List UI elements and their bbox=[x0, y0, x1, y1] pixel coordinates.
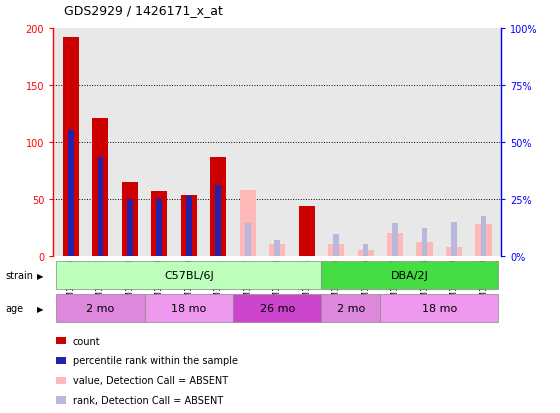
Bar bbox=[321, 262, 498, 290]
Bar bbox=[56, 295, 144, 323]
Text: percentile rank within the sample: percentile rank within the sample bbox=[73, 356, 238, 366]
Bar bbox=[216, 185, 221, 256]
Text: rank, Detection Call = ABSENT: rank, Detection Call = ABSENT bbox=[73, 395, 223, 405]
Bar bbox=[127, 199, 133, 256]
Text: value, Detection Call = ABSENT: value, Detection Call = ABSENT bbox=[73, 375, 228, 385]
Bar bbox=[97, 157, 103, 256]
Text: DBA/2J: DBA/2J bbox=[391, 271, 429, 281]
Bar bbox=[274, 240, 280, 256]
Bar bbox=[233, 295, 321, 323]
Text: 2 mo: 2 mo bbox=[86, 304, 114, 314]
Bar bbox=[68, 131, 74, 256]
Bar bbox=[210, 157, 226, 256]
Bar bbox=[363, 244, 368, 256]
Bar bbox=[387, 233, 403, 256]
Text: 18 mo: 18 mo bbox=[171, 304, 207, 314]
Bar bbox=[422, 229, 427, 256]
Bar bbox=[446, 247, 462, 256]
Bar bbox=[328, 244, 344, 256]
Bar bbox=[56, 262, 321, 290]
Text: GDS2929 / 1426171_x_at: GDS2929 / 1426171_x_at bbox=[64, 4, 223, 17]
Bar bbox=[156, 199, 162, 256]
Bar bbox=[392, 223, 398, 256]
Bar bbox=[151, 191, 167, 256]
Text: ▶: ▶ bbox=[37, 304, 44, 313]
Bar bbox=[181, 196, 197, 256]
Bar bbox=[186, 197, 192, 256]
Text: 18 mo: 18 mo bbox=[422, 304, 457, 314]
Text: 2 mo: 2 mo bbox=[337, 304, 365, 314]
Bar bbox=[63, 38, 79, 256]
Text: C57BL/6J: C57BL/6J bbox=[164, 271, 214, 281]
Bar bbox=[451, 222, 457, 256]
Bar bbox=[245, 223, 250, 256]
Bar bbox=[321, 295, 380, 323]
Text: strain: strain bbox=[6, 271, 34, 281]
Bar bbox=[298, 206, 315, 256]
Bar bbox=[269, 244, 285, 256]
Bar bbox=[333, 235, 339, 256]
Bar bbox=[480, 216, 486, 256]
Bar bbox=[144, 295, 233, 323]
Bar bbox=[240, 190, 256, 256]
Bar bbox=[475, 224, 492, 256]
Bar bbox=[417, 242, 433, 256]
Bar bbox=[92, 119, 109, 256]
Text: age: age bbox=[6, 304, 24, 314]
Bar bbox=[357, 250, 374, 256]
Text: ▶: ▶ bbox=[37, 271, 44, 280]
Bar bbox=[380, 295, 498, 323]
Bar bbox=[122, 182, 138, 256]
Text: count: count bbox=[73, 336, 100, 346]
Text: 26 mo: 26 mo bbox=[260, 304, 295, 314]
